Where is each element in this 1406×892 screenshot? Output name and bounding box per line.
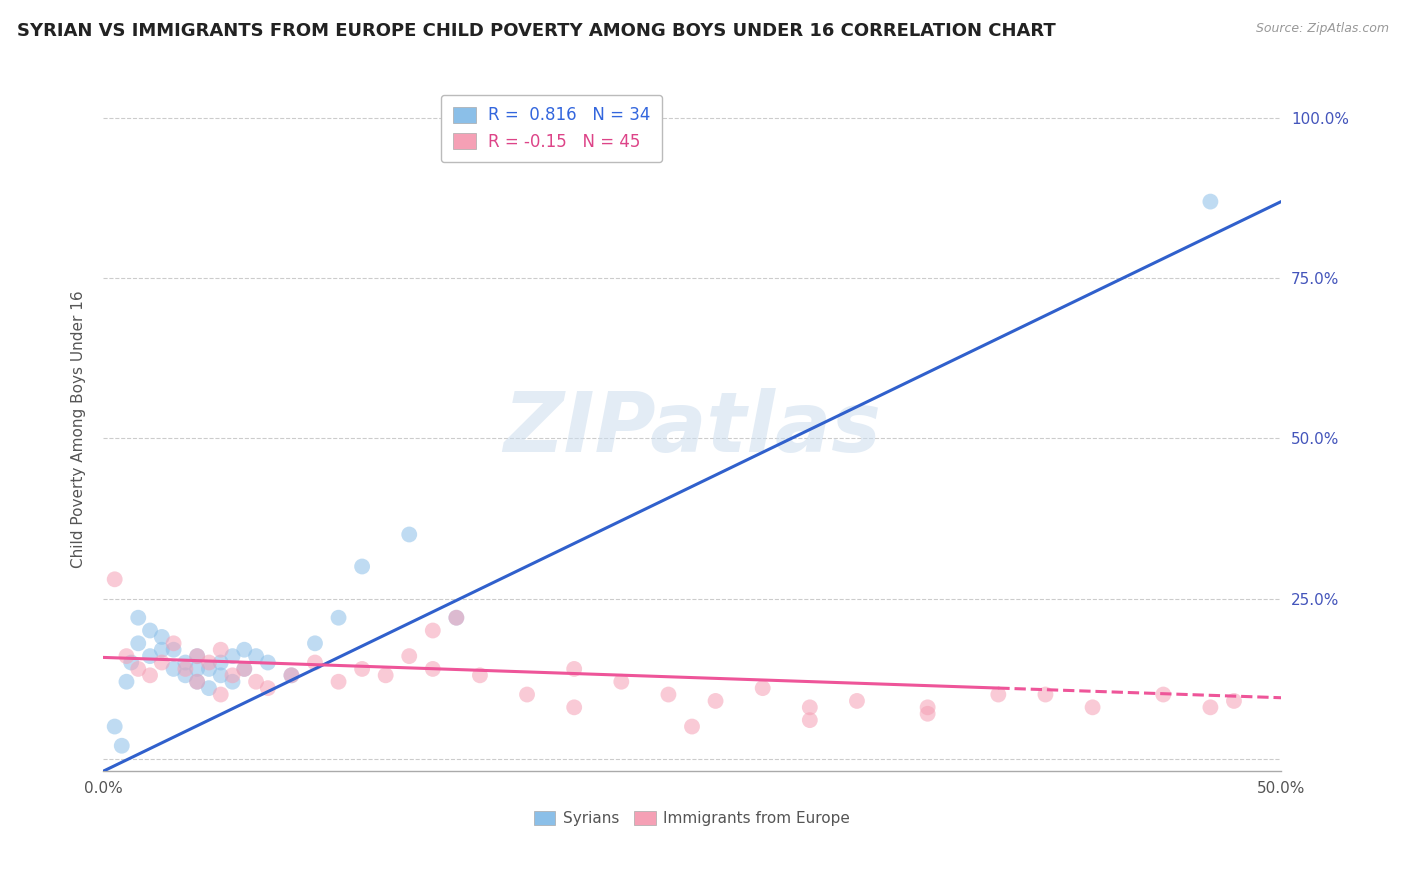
Point — [115, 674, 138, 689]
Point — [174, 668, 197, 682]
Point — [422, 624, 444, 638]
Point — [1152, 688, 1174, 702]
Point — [657, 688, 679, 702]
Point — [233, 662, 256, 676]
Point — [1081, 700, 1104, 714]
Point — [111, 739, 134, 753]
Point — [398, 527, 420, 541]
Y-axis label: Child Poverty Among Boys Under 16: Child Poverty Among Boys Under 16 — [72, 290, 86, 567]
Point — [120, 656, 142, 670]
Point — [221, 668, 243, 682]
Point — [139, 649, 162, 664]
Point — [186, 649, 208, 664]
Text: SYRIAN VS IMMIGRANTS FROM EUROPE CHILD POVERTY AMONG BOYS UNDER 16 CORRELATION C: SYRIAN VS IMMIGRANTS FROM EUROPE CHILD P… — [17, 22, 1056, 40]
Point — [186, 674, 208, 689]
Point — [845, 694, 868, 708]
Point — [987, 688, 1010, 702]
Point — [328, 611, 350, 625]
Point — [150, 642, 173, 657]
Point — [162, 642, 184, 657]
Point — [245, 674, 267, 689]
Point — [398, 649, 420, 664]
Point — [127, 636, 149, 650]
Point — [198, 662, 221, 676]
Point — [221, 674, 243, 689]
Point — [186, 662, 208, 676]
Point — [245, 649, 267, 664]
Point — [446, 611, 468, 625]
Point — [198, 681, 221, 695]
Point — [209, 668, 232, 682]
Point — [352, 662, 374, 676]
Point — [150, 656, 173, 670]
Point — [352, 559, 374, 574]
Point — [799, 700, 821, 714]
Point — [139, 668, 162, 682]
Point — [198, 656, 221, 670]
Point — [209, 688, 232, 702]
Text: ZIPatlas: ZIPatlas — [503, 388, 882, 469]
Point — [280, 668, 302, 682]
Point — [1035, 688, 1057, 702]
Point — [104, 720, 127, 734]
Point — [150, 630, 173, 644]
Point — [233, 642, 256, 657]
Point — [516, 688, 538, 702]
Point — [1199, 194, 1222, 209]
Point — [610, 674, 633, 689]
Point — [562, 662, 585, 676]
Point — [233, 662, 256, 676]
Point — [127, 611, 149, 625]
Point — [162, 662, 184, 676]
Point — [186, 649, 208, 664]
Point — [446, 611, 468, 625]
Point — [917, 700, 939, 714]
Point — [209, 642, 232, 657]
Point — [221, 649, 243, 664]
Point — [186, 674, 208, 689]
Point — [127, 662, 149, 676]
Legend: Syrians, Immigrants from Europe: Syrians, Immigrants from Europe — [527, 805, 856, 832]
Point — [704, 694, 727, 708]
Point — [174, 662, 197, 676]
Point — [257, 656, 280, 670]
Point — [1223, 694, 1246, 708]
Point — [1199, 700, 1222, 714]
Point — [280, 668, 302, 682]
Point — [751, 681, 773, 695]
Point — [304, 636, 326, 650]
Point — [374, 668, 396, 682]
Point — [174, 656, 197, 670]
Text: Source: ZipAtlas.com: Source: ZipAtlas.com — [1256, 22, 1389, 36]
Point — [468, 668, 491, 682]
Point — [115, 649, 138, 664]
Point — [422, 662, 444, 676]
Point — [104, 572, 127, 586]
Point — [162, 636, 184, 650]
Point — [139, 624, 162, 638]
Point — [304, 656, 326, 670]
Point — [257, 681, 280, 695]
Point — [917, 706, 939, 721]
Point — [328, 674, 350, 689]
Point — [681, 720, 703, 734]
Point — [209, 656, 232, 670]
Point — [799, 713, 821, 727]
Point — [562, 700, 585, 714]
